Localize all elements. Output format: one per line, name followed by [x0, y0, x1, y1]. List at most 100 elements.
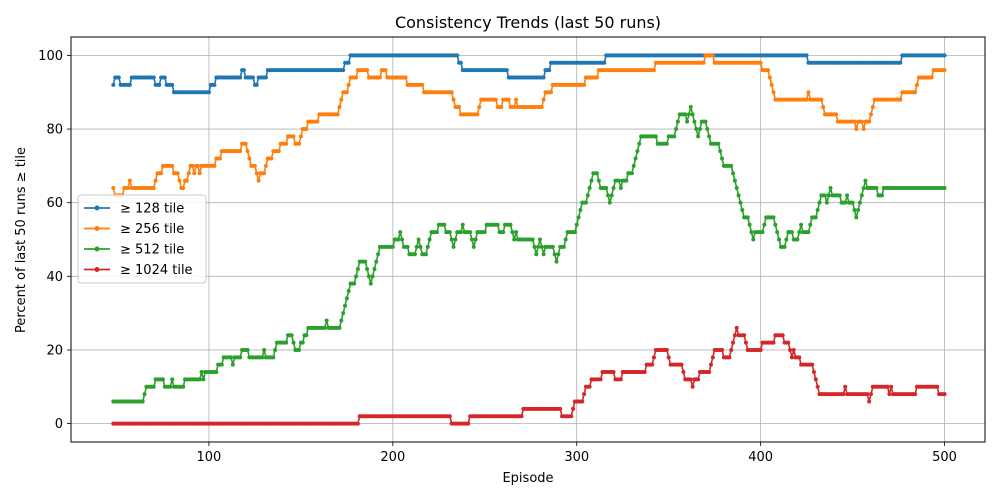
- data-point: [596, 178, 601, 183]
- data-point: [815, 384, 820, 389]
- data-point: [624, 178, 629, 183]
- data-point: [151, 384, 156, 389]
- data-point: [742, 333, 747, 338]
- data-point: [341, 68, 346, 73]
- data-point: [771, 90, 776, 95]
- data-point: [594, 171, 599, 176]
- data-point: [238, 355, 243, 360]
- data-point: [168, 384, 173, 389]
- data-point: [455, 53, 460, 58]
- data-point: [635, 149, 640, 154]
- data-point: [789, 355, 794, 360]
- data-point: [252, 163, 257, 168]
- data-point: [427, 237, 432, 242]
- data-point: [777, 237, 782, 242]
- data-point: [400, 237, 405, 242]
- data-point: [451, 244, 456, 249]
- y-tick-label: 0: [55, 417, 63, 432]
- data-point: [834, 112, 839, 117]
- data-point: [370, 274, 375, 279]
- y-tick-label: 60: [46, 196, 63, 211]
- data-point: [355, 266, 360, 271]
- data-point: [666, 355, 671, 360]
- data-point: [929, 75, 934, 80]
- data-point: [346, 289, 351, 294]
- data-point: [589, 178, 594, 183]
- data-point: [629, 171, 634, 176]
- data-point: [861, 185, 866, 190]
- legend-entry: ≥ 1024 tile: [120, 263, 193, 278]
- data-point: [343, 303, 348, 308]
- data-point: [337, 104, 342, 109]
- data-point: [170, 377, 175, 382]
- data-point: [519, 414, 524, 419]
- data-point: [460, 222, 465, 227]
- data-point: [245, 347, 250, 352]
- data-point: [738, 200, 743, 205]
- data-point: [162, 75, 167, 80]
- data-point: [510, 230, 515, 235]
- data-point: [344, 296, 349, 301]
- data-point: [782, 244, 787, 249]
- data-point: [736, 193, 741, 198]
- data-point: [688, 377, 693, 382]
- data-point: [447, 230, 452, 235]
- data-point: [458, 230, 463, 235]
- data-point: [688, 104, 693, 109]
- data-point: [696, 377, 701, 382]
- data-point: [587, 185, 592, 190]
- data-point: [477, 104, 482, 109]
- data-point: [337, 325, 342, 330]
- data-point: [633, 156, 638, 161]
- data-point: [806, 230, 811, 235]
- data-point: [157, 82, 162, 87]
- data-point: [607, 200, 612, 205]
- data-point: [219, 362, 224, 367]
- data-point: [598, 377, 603, 382]
- data-point: [539, 104, 544, 109]
- data-point: [731, 171, 736, 176]
- data-point: [116, 75, 121, 80]
- data-point: [650, 362, 655, 367]
- data-point: [885, 384, 890, 389]
- x-tick-label: 300: [564, 450, 589, 465]
- data-point: [942, 53, 947, 58]
- data-point: [372, 266, 377, 271]
- data-point: [453, 237, 458, 242]
- data-point: [184, 178, 189, 183]
- data-point: [734, 185, 739, 190]
- data-point: [245, 149, 250, 154]
- data-point: [653, 134, 658, 139]
- data-point: [857, 200, 862, 205]
- data-point: [304, 127, 309, 132]
- data-point: [679, 362, 684, 367]
- data-point: [537, 237, 542, 242]
- data-point: [651, 68, 656, 73]
- data-point: [707, 134, 712, 139]
- data-point: [765, 68, 770, 73]
- data-point: [390, 244, 395, 249]
- data-point: [769, 82, 774, 87]
- data-point: [824, 200, 829, 205]
- data-point: [664, 347, 669, 352]
- data-point: [475, 112, 480, 117]
- data-point: [339, 97, 344, 102]
- data-point: [398, 230, 403, 235]
- data-point: [190, 163, 195, 168]
- data-point: [762, 222, 767, 227]
- data-point: [942, 68, 947, 73]
- data-point: [690, 112, 695, 117]
- data-point: [473, 237, 478, 242]
- data-point: [405, 244, 410, 249]
- data-point: [791, 347, 796, 352]
- data-point: [942, 185, 947, 190]
- data-point: [870, 104, 875, 109]
- data-point: [683, 112, 688, 117]
- data-point: [530, 237, 535, 242]
- legend-entry: ≥ 128 tile: [120, 202, 184, 217]
- data-point: [339, 318, 344, 323]
- data-point: [850, 200, 855, 205]
- data-point: [552, 252, 557, 257]
- data-point: [707, 370, 712, 375]
